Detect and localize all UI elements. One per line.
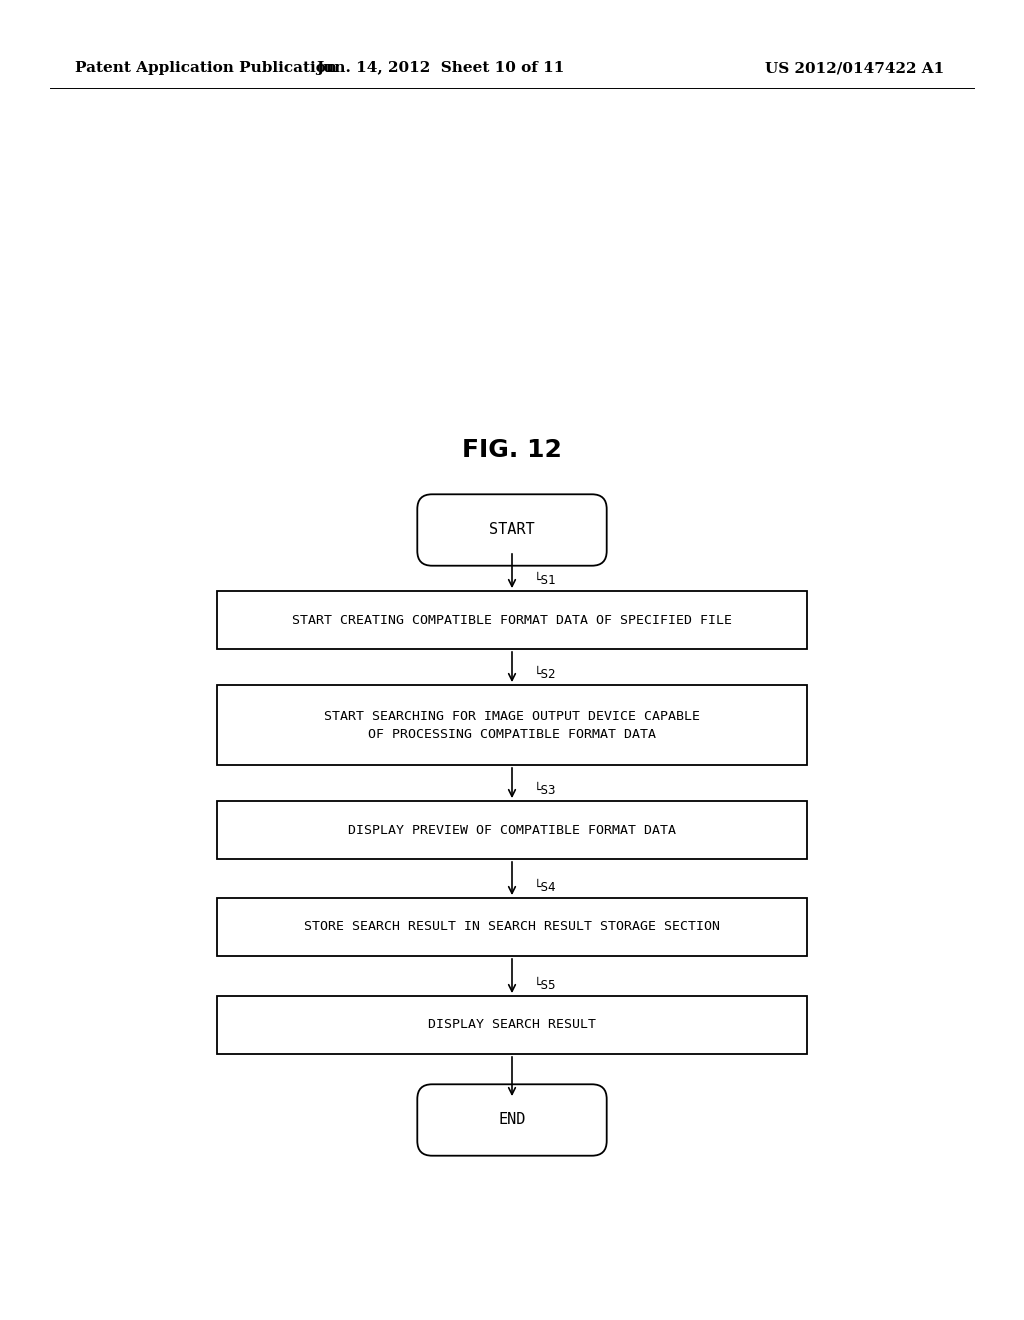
Text: US 2012/0147422 A1: US 2012/0147422 A1 [765, 61, 944, 75]
Text: START SEARCHING FOR IMAGE OUTPUT DEVICE CAPABLE
OF PROCESSING COMPATIBLE FORMAT : START SEARCHING FOR IMAGE OUTPUT DEVICE … [324, 710, 700, 741]
Bar [217, 997, 807, 1053]
Bar [217, 591, 807, 649]
Bar [217, 898, 807, 956]
FancyBboxPatch shape [418, 494, 606, 566]
Text: └S4: └S4 [534, 880, 556, 894]
Text: START CREATING COMPATIBLE FORMAT DATA OF SPECIFIED FILE: START CREATING COMPATIBLE FORMAT DATA OF… [292, 614, 732, 627]
Text: └S1: └S1 [534, 574, 556, 587]
Text: STORE SEARCH RESULT IN SEARCH RESULT STORAGE SECTION: STORE SEARCH RESULT IN SEARCH RESULT STO… [304, 920, 720, 933]
Text: └S3: └S3 [534, 784, 556, 797]
Text: DISPLAY SEARCH RESULT: DISPLAY SEARCH RESULT [428, 1019, 596, 1031]
Bar [217, 801, 807, 859]
Text: └S5: └S5 [534, 979, 556, 993]
Text: DISPLAY PREVIEW OF COMPATIBLE FORMAT DATA: DISPLAY PREVIEW OF COMPATIBLE FORMAT DAT… [348, 824, 676, 837]
Text: Jun. 14, 2012  Sheet 10 of 11: Jun. 14, 2012 Sheet 10 of 11 [316, 61, 564, 75]
Text: Patent Application Publication: Patent Application Publication [75, 61, 337, 75]
Bar [217, 685, 807, 766]
Text: START: START [489, 523, 535, 537]
Text: FIG. 12: FIG. 12 [462, 438, 562, 462]
Text: END: END [499, 1113, 525, 1127]
FancyBboxPatch shape [418, 1084, 606, 1156]
Text: └S2: └S2 [534, 668, 556, 681]
